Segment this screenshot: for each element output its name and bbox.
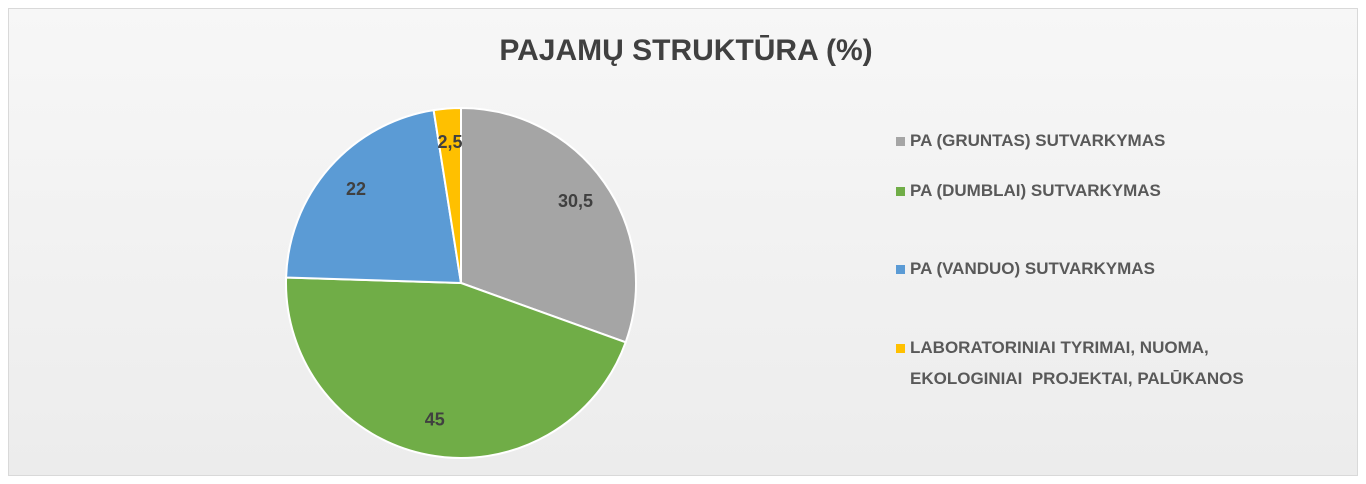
data-label: 2,5 (438, 132, 463, 152)
legend-label: LABORATORINIAI TYRIMAI, NUOMA, EKOLOGINI… (910, 338, 1244, 388)
legend-swatch (896, 187, 905, 196)
pie-slice (285, 276, 627, 459)
legend-swatch (896, 265, 905, 274)
legend-item: PA (GRUNTAS) SUTVARKYMAS (896, 131, 1300, 156)
legend-label: PA (VANDUO) SUTVARKYMAS (910, 259, 1155, 278)
legend-swatch (896, 344, 905, 353)
legend-item: PA (VANDUO) SUTVARKYMAS (896, 259, 1300, 284)
data-label: 45 (425, 409, 445, 429)
legend-item: PA (DUMBLAI) SUTVARKYMAS (896, 181, 1300, 206)
legend-label: PA (DUMBLAI) SUTVARKYMAS (910, 181, 1161, 200)
legend-label: PA (GRUNTAS) SUTVARKYMAS (910, 131, 1166, 150)
data-label: 22 (346, 179, 366, 199)
pie-slice (285, 109, 463, 285)
pie-slice (460, 106, 637, 344)
legend-item: LABORATORINIAI TYRIMAI, NUOMA, EKOLOGINI… (896, 338, 1300, 394)
chart-area (8, 8, 1358, 476)
pie-slice (432, 106, 462, 284)
legend-swatch (896, 137, 905, 146)
data-label: 30,5 (558, 191, 593, 211)
chart-title: PAJAMŲ STRUKTŪRA (%) (499, 34, 872, 67)
